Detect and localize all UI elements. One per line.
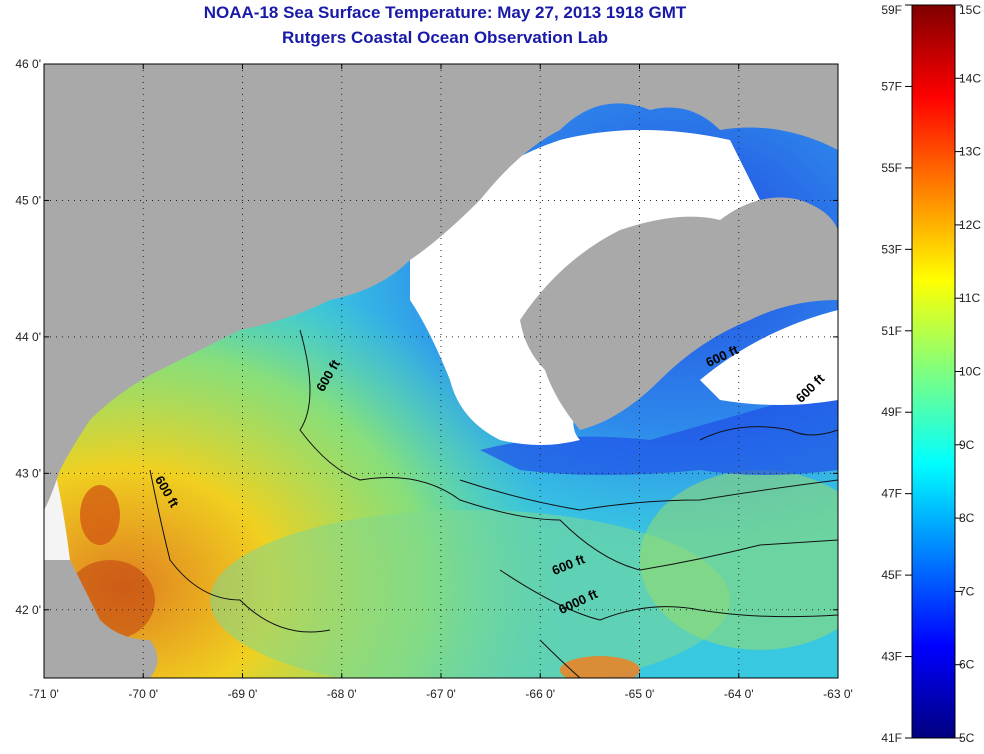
colorbar-c-label: 10C [959, 365, 981, 379]
lon-tick-label: -64 0' [724, 687, 754, 701]
grid-lines [44, 64, 838, 678]
colorbar-f-label: 45F [881, 568, 902, 582]
colorbar-c-label: 11C [959, 291, 980, 305]
lat-tick-label: 45 0' [15, 193, 41, 207]
lon-tick-label: -71 0' [29, 687, 59, 701]
colorbar-f-label: 59F [881, 3, 902, 17]
map-title: NOAA-18 Sea Surface Temperature: May 27,… [203, 3, 687, 22]
contour-600ft-west [149, 469, 331, 633]
colorbar-c-label: 15C [959, 3, 981, 17]
colorbar-fahrenheit-labels: 59F 57F 55F 53F 51F 49F 47F 45F 43F 41F [881, 3, 902, 745]
longitude-tick-labels: -71 0' -70 0' -69 0' -68 0' -67 0' -66 0' -65 … [29, 687, 853, 701]
colorbar-c-label: 9C [959, 438, 975, 452]
lat-tick-label: 44 0' [15, 330, 41, 344]
colorbar-c-label: 13C [959, 145, 981, 159]
contour-6000ft [499, 569, 838, 621]
cape-cod-land [44, 560, 158, 678]
colorbar-c-label: 6C [959, 658, 975, 672]
colorbar-c-label: 12C [959, 218, 981, 232]
colorbar-f-label: 49F [881, 405, 902, 419]
lon-tick-label: -65 0' [625, 687, 655, 701]
cloud-cover-east [700, 310, 838, 405]
colorbar [911, 4, 956, 739]
new-england-land [44, 64, 838, 510]
colorbar-f-label: 47F [881, 487, 902, 501]
lon-tick-label: -63 0' [823, 687, 853, 701]
colorbar-celsius-labels: 15C 14C 13C 12C 11C 10C 9C 8C 7C 6C 5C [959, 3, 981, 745]
lon-tick-label: -67 0' [426, 687, 456, 701]
colorbar-c-label: 8C [959, 511, 975, 525]
colorbar-f-label: 41F [881, 731, 902, 745]
cold-coastal-strip [480, 390, 838, 475]
nova-scotia-land [520, 197, 838, 430]
colorbar-c-label: 5C [959, 731, 975, 745]
colorbar-f-label: 53F [881, 242, 902, 256]
colorbar-f-label: 51F [881, 324, 902, 338]
axis-ticks [43, 63, 839, 678]
lat-tick-label: 42 0' [15, 603, 41, 617]
colorbar-f-label: 43F [881, 650, 902, 664]
colorbar-c-label: 14C [959, 71, 981, 85]
colorbar-f-label: 55F [881, 161, 902, 175]
colorbar-c-label: 7C [959, 584, 975, 598]
latitude-tick-labels: 46 0' 45 0' 44 0' 43 0' 42 0' [15, 57, 41, 617]
lon-tick-label: -70 0' [128, 687, 158, 701]
lon-tick-label: -68 0' [327, 687, 357, 701]
lon-tick-label: -69 0' [228, 687, 258, 701]
colorbar-ticks [905, 4, 962, 739]
map-subtitle: Rutgers Coastal Ocean Observation Lab [282, 28, 608, 47]
lat-tick-label: 46 0' [15, 57, 41, 71]
colorbar-f-label: 57F [881, 79, 902, 93]
warm-eddy [560, 656, 640, 678]
lon-tick-label: -66 0' [525, 687, 555, 701]
contour-600ft-gulf [299, 329, 838, 571]
lat-tick-label: 43 0' [15, 466, 41, 480]
